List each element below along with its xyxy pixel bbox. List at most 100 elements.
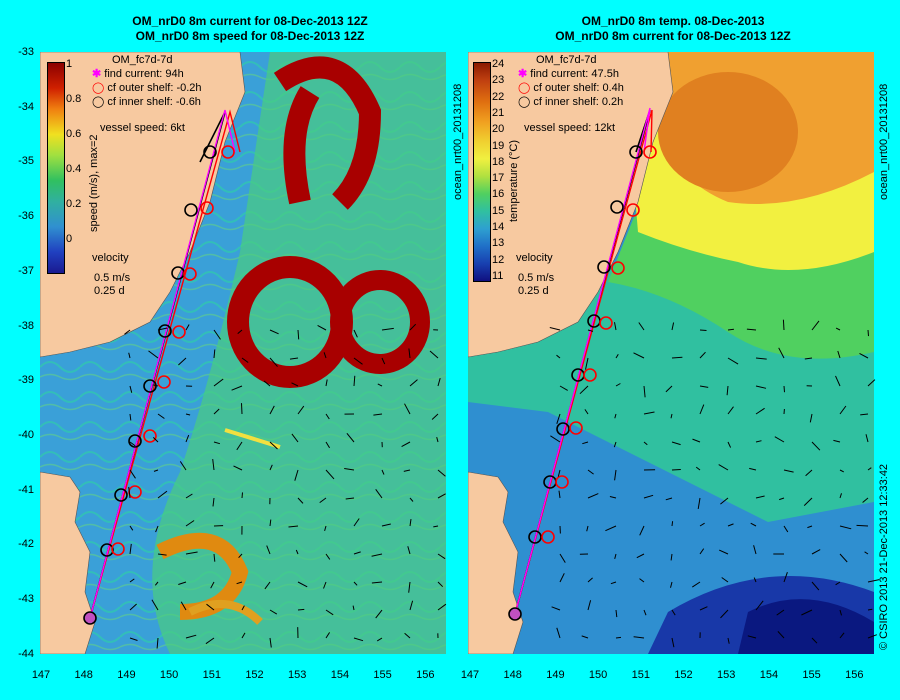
longitude-tick-label: 150 bbox=[159, 669, 179, 681]
longitude-tick-label: 148 bbox=[74, 669, 93, 681]
longitude-tick-label: 155 bbox=[373, 669, 392, 681]
right-find-current: ✱ find current: 47.5h bbox=[518, 67, 619, 80]
latitude-tick-label: -43 bbox=[18, 593, 34, 605]
find-current-track bbox=[514, 107, 651, 615]
right-cf-inner: ◯ cf inner shelf: 0.2h bbox=[518, 95, 623, 108]
right-panel-title: OM_nrD0 8m temp. 08-Dec-2013 OM_nrD0 8m … bbox=[468, 14, 878, 44]
right-title-line2: OM_nrD0 8m current for 08-Dec-2013 12Z bbox=[555, 29, 791, 43]
eddy-north bbox=[273, 56, 382, 210]
latitude-tick-label: -37 bbox=[18, 264, 34, 277]
tasmania bbox=[40, 471, 96, 654]
temperature-map-panel[interactable] bbox=[468, 52, 874, 654]
red-circle-icon: ◯ bbox=[518, 82, 531, 94]
left-cf-outer: ◯ cf outer shelf: -0.2h bbox=[92, 81, 202, 94]
temperature-colorbar-tick: 20 bbox=[492, 123, 505, 136]
temperature-colorbar-tick: 14 bbox=[492, 221, 505, 233]
right-velocity-time: 0.25 d bbox=[518, 285, 549, 297]
outer-shelf-track bbox=[514, 109, 653, 615]
right-run-id: ocean_nrt00_20131208 bbox=[878, 83, 890, 200]
latitude-tick-label: -34 bbox=[18, 100, 34, 113]
temperature-colorbar-tick: 16 bbox=[492, 188, 505, 201]
black-circle-icon: ◯ bbox=[518, 96, 531, 108]
left-velocity-time: 0.25 d bbox=[94, 285, 125, 297]
longitude-tick-label: 156 bbox=[416, 669, 435, 681]
left-cf-inner: ◯ cf inner shelf: -0.6h bbox=[92, 95, 201, 108]
right-cf-outer-text: cf outer shelf: 0.4h bbox=[533, 82, 624, 94]
left-model-label: OM_fc7d-7d bbox=[112, 54, 173, 66]
longitude-tick-label: 154 bbox=[330, 669, 350, 681]
copyright-credit: © CSIRO 2013 21-Dec-2013 12:33:42 bbox=[878, 463, 890, 650]
left-panel-title: OM_nrD0 8m current for 08-Dec-2013 12Z O… bbox=[40, 14, 460, 44]
right-model-label: OM_fc7d-7d bbox=[536, 54, 597, 66]
longitude-tick-label: 154 bbox=[759, 669, 779, 681]
left-vessel-speed: vessel speed: 6kt bbox=[100, 122, 185, 134]
latitude-tick-label: -33 bbox=[18, 46, 34, 58]
right-cf-outer: ◯ cf outer shelf: 0.4h bbox=[518, 81, 624, 94]
right-cf-inner-text: cf inner shelf: 0.2h bbox=[533, 96, 624, 108]
left-title-line2: OM_nrD0 8m speed for 08-Dec-2013 12Z bbox=[135, 29, 365, 43]
latitude-tick-label: -36 bbox=[18, 210, 34, 223]
magenta-star-icon: ✱ bbox=[92, 68, 102, 80]
speed-colorbar bbox=[47, 62, 65, 274]
right-title-line1: OM_nrD0 8m temp. 08-Dec-2013 bbox=[581, 14, 765, 28]
left-find-current-text: find current: 94h bbox=[104, 68, 184, 80]
temperature-colorbar-tick: 18 bbox=[492, 155, 505, 168]
longitude-tick-label: 156 bbox=[845, 669, 864, 681]
latitude-tick-label: -38 bbox=[18, 319, 34, 332]
speed-map-svg bbox=[40, 52, 446, 654]
longitude-tick-label: 150 bbox=[588, 669, 608, 681]
left-velocity-title: velocity bbox=[92, 252, 129, 264]
latitude-tick-label: -41 bbox=[18, 483, 34, 496]
latitude-tick-label: -40 bbox=[18, 428, 34, 441]
right-velocity-title: velocity bbox=[516, 252, 553, 264]
find-current-track bbox=[89, 109, 236, 619]
left-cf-inner-text: cf inner shelf: -0.6h bbox=[107, 96, 201, 108]
left-title-line1: OM_nrD0 8m current for 08-Dec-2013 12Z bbox=[132, 14, 368, 28]
temperature-colorbar-tick: 23 bbox=[492, 74, 505, 87]
black-circle-icon: ◯ bbox=[92, 96, 105, 108]
left-velocity-scale: 0.5 m/s bbox=[94, 272, 131, 284]
speed-map-panel[interactable] bbox=[40, 52, 446, 654]
tasmania bbox=[468, 471, 524, 654]
temperature-colorbar-tick: 15 bbox=[492, 204, 505, 217]
red-circle-icon: ◯ bbox=[92, 82, 105, 94]
track-markers bbox=[83, 145, 235, 625]
longitude-tick-label: 151 bbox=[202, 669, 221, 681]
latitude-tick-label: -39 bbox=[18, 374, 34, 387]
right-velocity-scale: 0.5 m/s bbox=[518, 272, 555, 284]
temperature-colorbar-tick: 12 bbox=[492, 253, 505, 266]
longitude-tick-label: 155 bbox=[802, 669, 821, 681]
longitude-tick-label: 148 bbox=[503, 669, 522, 681]
latitude-tick-label: -44 bbox=[18, 647, 34, 660]
speed-colorbar-label: speed (m/s), max=2 bbox=[88, 134, 100, 232]
longitude-tick-label: 147 bbox=[460, 669, 480, 681]
temperature-colorbar-tick: 19 bbox=[492, 139, 505, 152]
longitude-tick-label: 149 bbox=[546, 669, 565, 681]
speed-colorbar-tick: 0.4 bbox=[66, 163, 82, 175]
longitude-tick-label: 149 bbox=[117, 669, 136, 681]
left-run-id: ocean_nrt00_20131208 bbox=[452, 83, 464, 200]
longitude-tick-label: 153 bbox=[717, 669, 736, 681]
temperature-colorbar-tick: 21 bbox=[492, 106, 505, 119]
outer-shelf-track bbox=[89, 109, 241, 619]
speed-colorbar-tick: 0 bbox=[66, 233, 73, 245]
offshore-band bbox=[152, 52, 446, 654]
eddy-south-tail bbox=[188, 600, 263, 625]
longitude-tick-label: 151 bbox=[631, 669, 650, 681]
latitude-tick-label: -35 bbox=[18, 155, 34, 168]
right-find-current-text: find current: 47.5h bbox=[530, 68, 619, 80]
longitude-tick-label: 147 bbox=[31, 669, 51, 681]
speed-colorbar-tick: 0.2 bbox=[66, 198, 82, 210]
temperature-map-svg bbox=[468, 52, 874, 654]
speed-colorbar-tick: 0.6 bbox=[66, 128, 82, 140]
temperature-colorbar-tick: 22 bbox=[492, 90, 505, 103]
magenta-star-icon: ✱ bbox=[518, 68, 528, 80]
eddy-east bbox=[330, 270, 430, 374]
temperature-colorbar-tick: 13 bbox=[492, 237, 505, 250]
mainland bbox=[40, 52, 246, 358]
warm-core-eddy bbox=[658, 72, 798, 192]
track-markers bbox=[508, 145, 657, 621]
speed-colorbar-tick: 1 bbox=[66, 58, 73, 70]
temperature-colorbar bbox=[473, 62, 491, 282]
speed-colorbar-tick: 0.8 bbox=[66, 93, 82, 105]
